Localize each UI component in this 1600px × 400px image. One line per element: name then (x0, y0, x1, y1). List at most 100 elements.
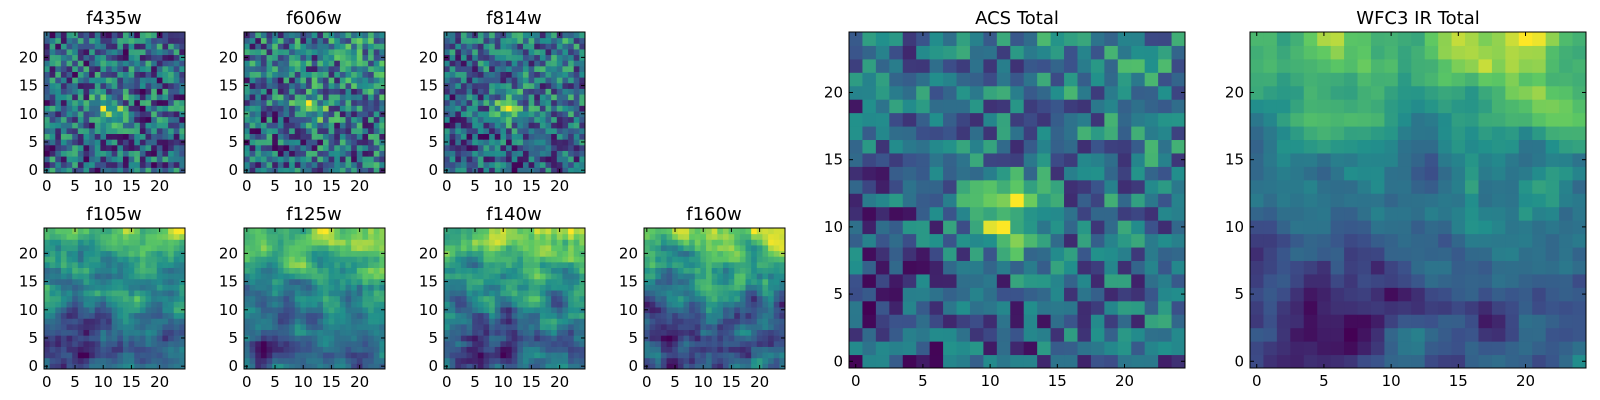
heatmap-cell (649, 273, 656, 280)
heatmap-cell (717, 267, 724, 274)
heatmap-cell (379, 228, 386, 235)
heatmap-cell (511, 244, 518, 252)
heatmap-cell (889, 179, 904, 194)
heatmap-cell (728, 340, 735, 347)
heatmap-cell (117, 71, 124, 78)
heatmap-cell (122, 122, 130, 129)
heatmap-cell (60, 88, 68, 95)
heatmap-cell (1064, 300, 1078, 315)
heatmap-cell (494, 329, 501, 336)
heatmap-cell (1064, 327, 1078, 342)
heatmap-cell (168, 133, 175, 140)
heatmap-cell (551, 54, 558, 61)
heatmap-cell (916, 233, 931, 248)
heatmap-cell (734, 290, 741, 297)
heatmap-cell (179, 256, 186, 263)
heatmap-cell (151, 105, 158, 112)
heatmap-cell (100, 82, 107, 89)
heatmap-cell (1104, 193, 1119, 208)
heatmap-cell (444, 357, 451, 364)
heatmap-cell (311, 239, 318, 246)
heatmap-cell (306, 127, 313, 135)
heatmap-cell (849, 233, 863, 248)
heatmap-cell (55, 290, 62, 297)
heatmap-cell (734, 295, 741, 302)
heatmap-cell (466, 233, 473, 240)
heatmap-cell (83, 290, 90, 297)
heatmap-cell (494, 144, 501, 151)
heatmap-cell (328, 306, 335, 314)
heatmap-cell (317, 150, 324, 157)
heatmap-cell (1117, 179, 1132, 194)
heatmap-cell (455, 335, 462, 342)
heatmap-cell (306, 244, 313, 252)
heatmap-cell (289, 244, 296, 252)
heatmap-cell (706, 278, 713, 285)
heatmap-cell (875, 300, 890, 315)
heatmap-cell (534, 244, 541, 252)
heatmap-cell (106, 340, 113, 347)
heatmap-cell (117, 48, 124, 56)
heatmap-cell (677, 239, 684, 246)
heatmap-cell (89, 346, 96, 353)
heatmap-cell (522, 273, 530, 280)
heatmap-cell (751, 346, 758, 353)
heatmap-cell (179, 357, 186, 364)
heatmap-cell (556, 133, 563, 140)
heatmap-cell (849, 354, 863, 369)
heatmap-cell (260, 167, 268, 174)
heatmap-cell (89, 156, 96, 163)
heatmap-cell (700, 273, 707, 280)
heatmap-cell (534, 346, 541, 353)
heatmap-cell (283, 312, 290, 319)
heatmap-cell (677, 329, 684, 336)
heatmap-cell (717, 290, 724, 297)
heatmap-cell (77, 273, 84, 280)
heatmap-cell (179, 127, 186, 135)
heatmap-cell (94, 250, 101, 257)
heatmap-cell (579, 43, 586, 50)
heatmap-cell (745, 261, 752, 268)
heatmap-cell (368, 239, 375, 246)
heatmap-cell (1023, 220, 1038, 235)
heatmap-cell (368, 167, 375, 174)
heatmap-cell (179, 116, 186, 123)
heatmap-cell (151, 65, 158, 72)
heatmap-cell (255, 32, 262, 39)
heatmap-cell (328, 94, 335, 101)
heatmap-cell (494, 122, 501, 129)
heatmap-cell (334, 329, 341, 336)
heatmap-cell (44, 133, 51, 140)
heatmap-cell (255, 161, 262, 168)
heatmap-cell (677, 233, 684, 240)
heatmap-cell (773, 357, 780, 364)
heatmap-cell (368, 278, 375, 285)
heatmap-cell (1077, 354, 1092, 369)
heatmap-cell (283, 88, 290, 95)
heatmap-cell (89, 133, 96, 140)
heatmap-cell (677, 335, 684, 342)
heatmap-cell (162, 105, 169, 112)
heatmap-cell (300, 352, 307, 359)
heatmap-cell (168, 43, 175, 50)
heatmap-cell (449, 32, 456, 39)
heatmap-cell (345, 43, 352, 50)
heatmap-cell (368, 329, 375, 336)
heatmap-cell (72, 54, 79, 61)
heatmap-cell (122, 71, 130, 78)
heatmap-cell (773, 363, 780, 370)
heatmap-cell (66, 60, 73, 67)
heatmap-cell (162, 127, 169, 135)
heatmap-cell (328, 110, 335, 118)
heatmap-cell (272, 340, 279, 347)
heatmap-cell (260, 105, 268, 112)
heatmap-cell (311, 94, 318, 101)
heatmap-cell (862, 287, 877, 302)
heatmap-cell (339, 267, 347, 274)
heatmap-cell (66, 43, 73, 50)
heatmap-cell (739, 244, 747, 252)
heatmap-cell (168, 228, 175, 235)
heatmap-cell (517, 99, 524, 106)
heatmap-cell (55, 156, 62, 163)
heatmap-cell (539, 261, 547, 268)
